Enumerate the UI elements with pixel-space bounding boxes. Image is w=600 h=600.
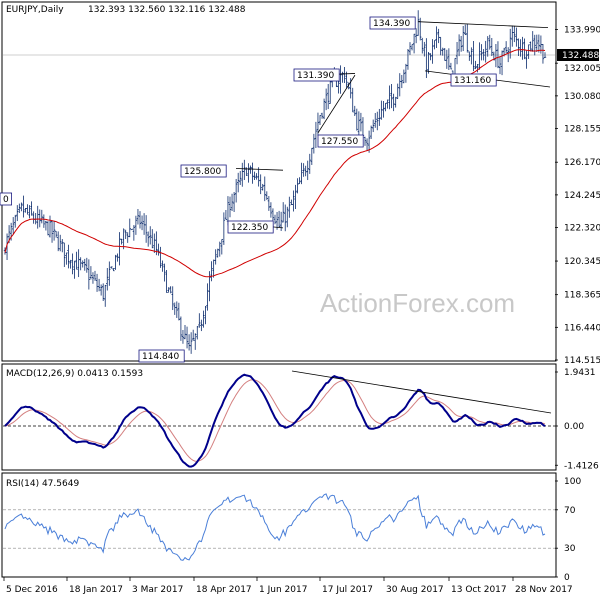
macd-trend-line <box>291 370 552 414</box>
price-tick-label: 116.440 <box>564 323 600 333</box>
label-125800-box <box>180 164 227 178</box>
macd-label: MACD(12,26,9) 0.0413 0.1593 <box>6 369 143 379</box>
label-131160-box <box>450 73 497 87</box>
price-tick-label: 114.515 <box>564 356 600 366</box>
label-114840-box <box>138 349 185 363</box>
label-114840: 114.840 <box>142 352 179 362</box>
x-tick-label: 28 Nov 2017 <box>515 585 573 595</box>
x-tick-label: 18 Apr 2017 <box>196 585 252 595</box>
label-122350-box <box>227 220 274 234</box>
trend-line-125800 <box>235 168 284 171</box>
label-131160: 131.160 <box>454 76 491 86</box>
label-134390-box <box>369 16 416 30</box>
x-tick-label: 30 Aug 2017 <box>386 585 444 595</box>
x-tick-label: 3 Mar 2017 <box>132 585 183 595</box>
current-price-label: 132.488 <box>562 51 599 61</box>
rsi-tick-label: 70 <box>564 506 576 516</box>
label-127550: 127.550 <box>321 137 358 147</box>
x-tick-label: 13 Oct 2017 <box>451 585 507 595</box>
x-tick-label: 1 Jun 2017 <box>259 585 307 595</box>
macd-signal-line <box>4 379 546 462</box>
rsi-line <box>4 493 546 561</box>
label-left-edge-box <box>0 192 13 206</box>
rsi-tick-label: 30 <box>564 544 576 554</box>
macd-tick-label: 0.00 <box>564 422 584 432</box>
price-tick-label: 124.245 <box>564 191 600 201</box>
rsi-panel-frame <box>1 472 557 578</box>
price-tick-label: 122.320 <box>564 224 600 234</box>
price-tick-label: 133.990 <box>564 26 600 36</box>
trend-line-top <box>417 21 549 29</box>
price-tick-label: 126.170 <box>564 158 600 168</box>
macd-line <box>4 373 546 468</box>
rsi-tick-label: 100 <box>564 477 581 487</box>
price-panel-frame <box>1 1 557 362</box>
chart-symbol: EURJPY,Daily <box>6 5 64 15</box>
macd-tick-label: -1.4126 <box>564 461 599 471</box>
price-tick-label: 132.005 <box>564 64 600 74</box>
x-tick-label: 17 Jul 2017 <box>322 585 373 595</box>
label-left-edge: 0 <box>3 195 9 205</box>
macd-panel-frame <box>1 363 557 471</box>
chart-ohlc: 132.393 132.560 132.116 132.488 <box>88 5 246 15</box>
label-131390: 131.390 <box>297 71 334 81</box>
label-125800: 125.800 <box>184 167 221 177</box>
price-tick-label: 118.365 <box>564 291 600 301</box>
watermark: ActionForex.com <box>320 288 515 318</box>
price-tick-label: 128.155 <box>564 125 600 135</box>
label-127550-box <box>317 134 364 148</box>
current-price-tag <box>557 48 599 61</box>
rsi-tick-label: 0 <box>564 573 570 583</box>
price-tick-label: 130.080 <box>564 92 600 102</box>
label-122350: 122.350 <box>231 223 268 233</box>
rsi-label: RSI(14) 47.5649 <box>6 479 79 489</box>
label-134390: 134.390 <box>373 19 410 29</box>
trend-line-channel <box>317 74 356 134</box>
macd-tick-label: 1.9431 <box>564 368 596 378</box>
x-tick-label: 18 Jan 2017 <box>69 585 123 595</box>
x-tick-label: 5 Dec 2016 <box>6 585 58 595</box>
label-131390-box <box>293 68 340 82</box>
price-tick-label: 120.345 <box>564 257 600 267</box>
